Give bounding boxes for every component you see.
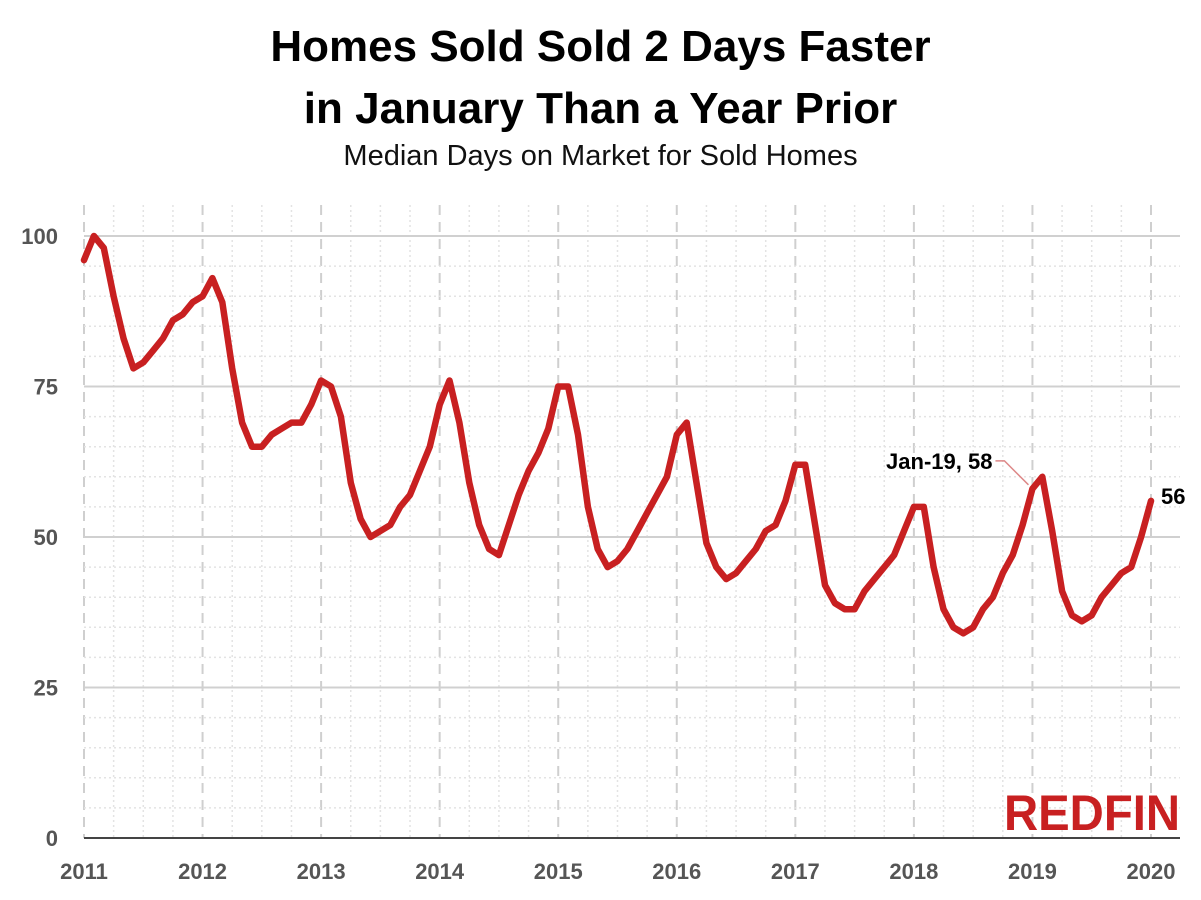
x-tick-label: 2020 [1127,859,1176,884]
chart-subtitle: Median Days on Market for Sold Homes [343,140,858,172]
y-tick-label: 100 [21,224,58,249]
y-axis-ticks: 0 25 50 75 100 [21,224,58,851]
series-line [80,232,1155,637]
annotation-label-jan-19: Jan-19, 58 [886,449,992,474]
y-tick-label: 75 [34,375,58,400]
y-tick-label: 50 [34,525,58,550]
annotation-label-last-value: 56 [1161,484,1185,509]
x-tick-label: 2014 [415,859,465,884]
y-tick-label: 25 [34,676,58,701]
series-group [80,232,1155,637]
chart-title-line-1: Homes Sold Sold 2 Days Faster [270,22,931,71]
x-axis-ticks: 2011 2012 2013 2014 2015 2016 2017 2018 2019 2020 [60,859,1175,884]
x-tick-label: 2017 [771,859,820,884]
redfin-logo: REDFIN [1004,785,1180,841]
annotation-leader-line [995,460,1029,486]
x-tick-label: 2019 [1008,859,1057,884]
x-tick-label: 2013 [297,859,346,884]
chart-title-line-2: in January Than a Year Prior [303,84,898,133]
y-tick-label: 0 [46,826,58,851]
annotations: Jan-19, 58 56 [886,449,1185,509]
x-tick-label: 2018 [889,859,938,884]
x-tick-label: 2015 [534,859,583,884]
x-tick-label: 2016 [652,859,701,884]
x-tick-label: 2012 [178,859,227,884]
x-tick-label: 2011 [60,859,108,884]
grid-lines [83,205,1180,838]
